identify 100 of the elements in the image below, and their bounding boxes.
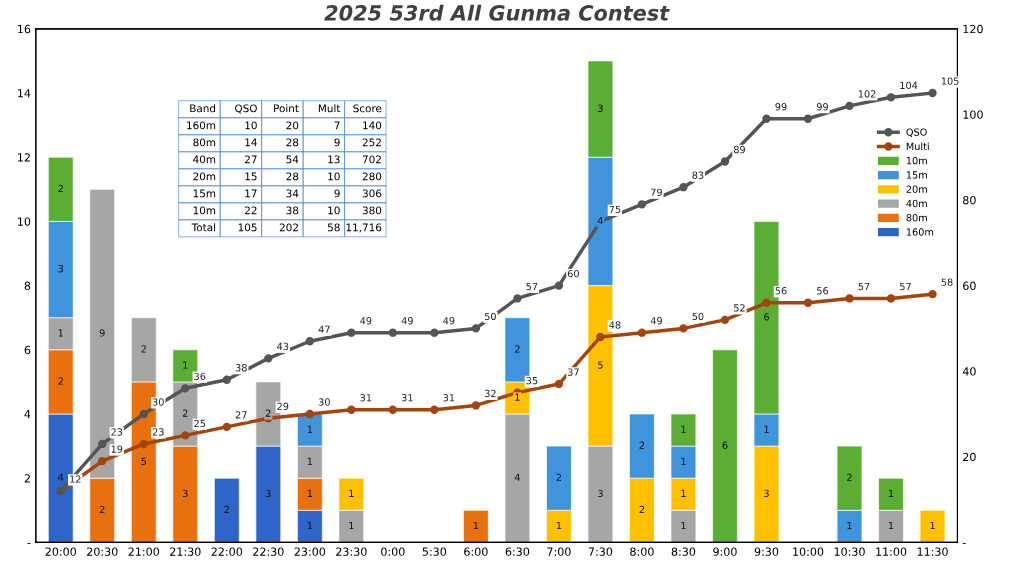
- data-label: 89: [733, 145, 745, 154]
- data-label: 50: [484, 312, 496, 321]
- point: [430, 328, 439, 337]
- point: [762, 114, 771, 123]
- point: [762, 298, 771, 307]
- point: [347, 328, 356, 337]
- point: [720, 157, 730, 166]
- annotation: 7: [334, 121, 340, 130]
- chart-title: 2025 53rd All Gunma Contest: [324, 4, 670, 21]
- data-label: 1: [473, 521, 479, 530]
- y-tick-label: 12: [18, 153, 30, 162]
- point: [222, 375, 231, 384]
- data-label: 1: [930, 521, 935, 530]
- data-label: 2: [58, 377, 63, 385]
- x-tick-label: 5:30: [422, 547, 447, 556]
- bar: [919, 509, 946, 543]
- x-tick-label: 23:30: [336, 547, 367, 556]
- data-label: 31: [401, 394, 413, 402]
- annotation: QSO: [235, 104, 257, 114]
- annotation: 34: [286, 189, 299, 198]
- y2-tick-label: 100: [963, 110, 983, 119]
- data-label: 49: [650, 317, 662, 325]
- data-label: 30: [152, 398, 164, 406]
- point: [886, 294, 896, 303]
- data-label: 60: [567, 269, 579, 278]
- x-tick-label: 8:30: [671, 547, 696, 556]
- y-tick-label: 4: [24, 410, 31, 419]
- data-label: 25: [194, 419, 206, 428]
- data-label: 3: [58, 265, 64, 273]
- data-label: 2: [224, 505, 229, 513]
- point: [554, 379, 564, 389]
- x-tick-label: 11:00: [876, 547, 907, 556]
- annotation: 22: [244, 206, 257, 215]
- point: [347, 405, 356, 414]
- annotation: 54: [286, 155, 299, 164]
- annotation: 9: [334, 138, 340, 147]
- data-label: 99: [775, 103, 787, 111]
- data-label: 1: [764, 425, 769, 433]
- data-label: 1: [681, 457, 686, 465]
- annotation: 80m: [193, 138, 216, 147]
- annotation: 15m: [193, 189, 216, 198]
- data-label: 31: [360, 394, 372, 402]
- bar: [712, 349, 738, 543]
- data-label: 1: [307, 489, 313, 497]
- annotation: 40m: [193, 155, 216, 164]
- x-tick-label: 9:00: [713, 547, 737, 556]
- annotation: 17: [245, 189, 257, 198]
- point: [637, 328, 647, 337]
- data-label: 6: [722, 441, 728, 449]
- legend-label: 10m: [906, 156, 927, 165]
- data-label: 2: [182, 409, 188, 417]
- annotation: 252: [362, 138, 381, 147]
- data-label: 2: [58, 184, 63, 193]
- x-tick-label: 10:30: [834, 547, 865, 556]
- data-label: 32: [484, 389, 496, 398]
- data-label: 2: [141, 345, 146, 353]
- data-label: 48: [609, 321, 621, 329]
- point: [845, 294, 854, 303]
- annotation: 11,716: [346, 223, 382, 233]
- data-label: 2: [639, 441, 645, 449]
- point: [305, 337, 314, 346]
- data-label: 1: [556, 521, 562, 530]
- data-label: 52: [734, 304, 745, 312]
- annotation: 280: [362, 172, 382, 181]
- point: [98, 456, 107, 466]
- y-tick-label: 2: [24, 474, 30, 483]
- point: [139, 409, 148, 419]
- data-label: 2: [556, 473, 562, 481]
- point: [845, 101, 854, 111]
- legend-label: Multi: [906, 142, 929, 151]
- x-tick-label: 7:00: [547, 547, 571, 556]
- data-label: 12: [70, 475, 81, 483]
- y2-tick-label: 80: [963, 196, 976, 205]
- data-label: 37: [567, 368, 579, 376]
- annotation: 27: [244, 155, 257, 164]
- point: [679, 324, 688, 333]
- data-label: 4: [597, 217, 603, 225]
- y-tick-label: 8: [24, 281, 31, 290]
- point: [471, 324, 481, 333]
- x-tick-label: 20:00: [45, 547, 77, 556]
- legend-label: 80m: [906, 214, 927, 222]
- data-label: 30: [318, 398, 330, 406]
- annotation: 10: [328, 206, 340, 215]
- data-label: 9: [99, 329, 105, 337]
- data-label: 1: [58, 329, 63, 337]
- data-label: 1: [307, 521, 313, 530]
- data-label: 105: [941, 77, 959, 85]
- data-label: 57: [526, 282, 538, 291]
- data-label: 5: [141, 457, 147, 465]
- data-label: 49: [360, 317, 372, 325]
- point: [803, 114, 813, 123]
- y2-tick-label: 20: [963, 452, 976, 462]
- data-label: 1: [681, 489, 686, 497]
- annotation: 160m: [187, 121, 216, 130]
- data-label: 5: [598, 361, 603, 369]
- annotation: Total: [191, 223, 216, 232]
- annotation: Score: [353, 104, 382, 113]
- data-label: 6: [764, 313, 769, 321]
- data-label: 29: [277, 402, 289, 410]
- point: [554, 281, 564, 290]
